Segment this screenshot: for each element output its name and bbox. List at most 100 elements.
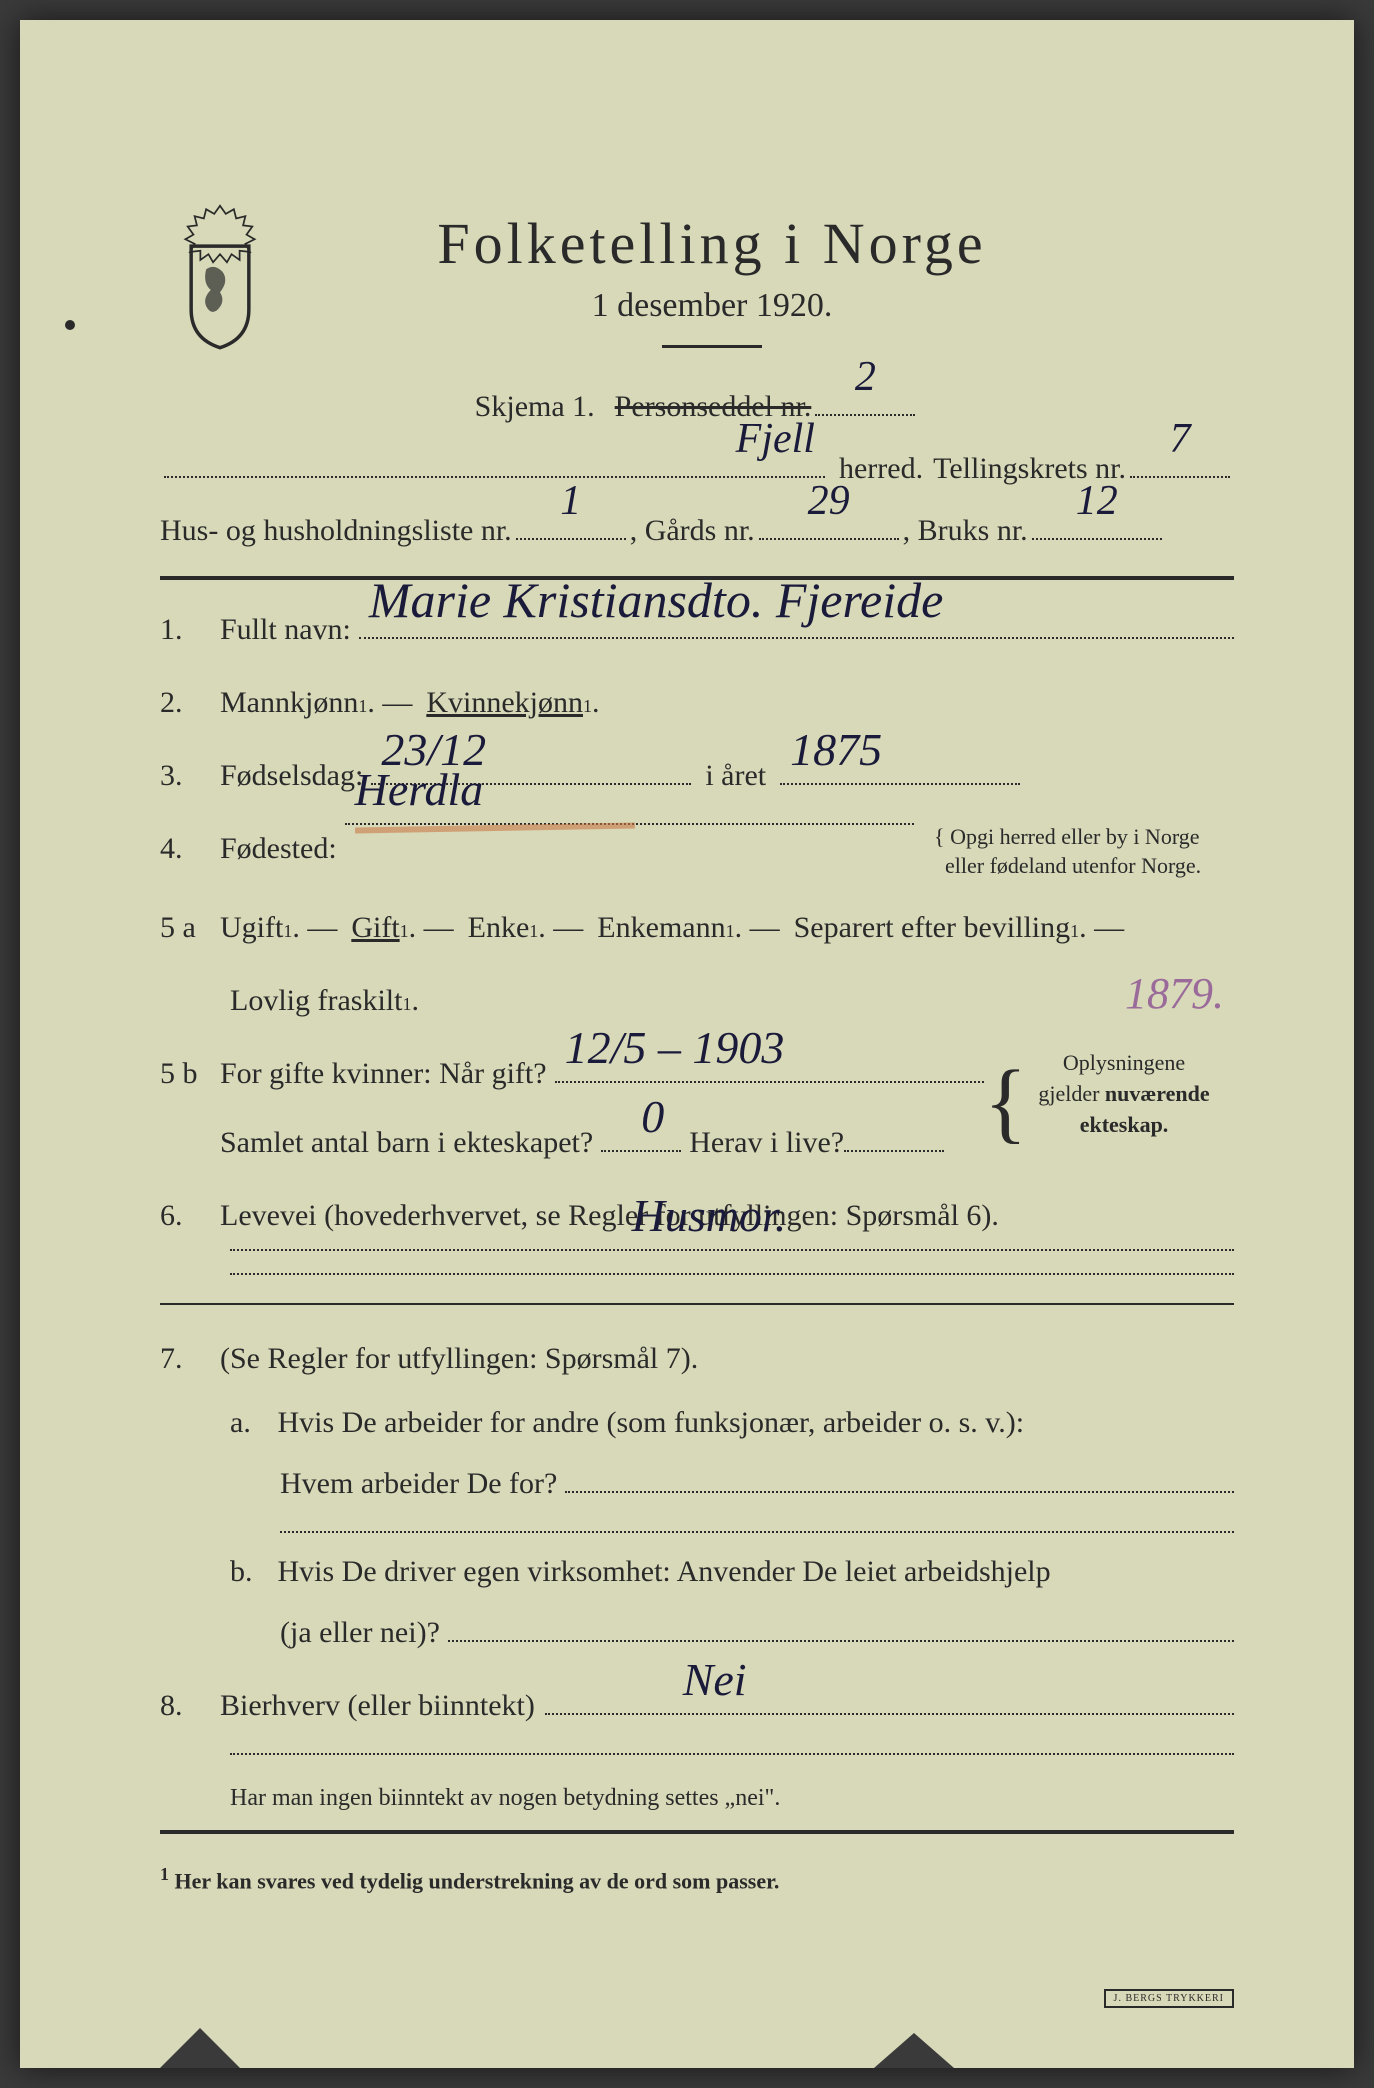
q7a-blank [565,1491,1234,1493]
q4-row: 4. Fødested: Herdla { Opgi herred eller … [160,823,1234,880]
q7a-text1: Hvis De arbeider for andre (som funksjon… [278,1406,1025,1439]
q4-label: Fødested: [220,823,337,874]
q1-row: 1. Fullt navn: Marie Kristiansdto. Fjere… [160,604,1234,655]
bruks-blank: 12 [1032,538,1162,540]
q8-num: 8. [160,1680,220,1731]
q4-note-l1: Opgi herred eller by i Norge [950,824,1199,849]
q7-label: (Se Regler for utfyllingen: Spørsmål 7). [220,1333,698,1384]
gards-value: 29 [808,464,850,540]
q4-note: { Opgi herred eller by i Norge eller fød… [934,823,1234,880]
tellingskrets-value: 7 [1170,402,1191,478]
sup-3: 1 [529,916,538,947]
q3-row: 3. Fødselsdag: 23/12 i året 1875 [160,750,1234,801]
skjema-label: Skjema 1. [475,380,595,434]
q5a-enkemann: Enkemann [597,902,725,953]
dash-1: . — [292,902,337,953]
q7a-blank2-row [280,1531,1234,1533]
gards-label: , Gårds nr. [630,504,755,558]
q8-blank2-row [230,1753,1234,1755]
page-tear-right [874,2018,954,2068]
q7b-line2: (ja eller nei)? [280,1607,1234,1658]
q7b-text2: (ja eller nei)? [280,1607,440,1658]
q7-row: 7. (Se Regler for utfyllingen: Spørsmål … [160,1333,1234,1384]
q4-note-l2: eller fødeland utenfor Norge. [945,853,1201,878]
bruks-label: , Bruks nr. [903,504,1028,558]
title-block: Folketelling i Norge 1 desember 1920. [190,210,1234,376]
q5b-note-l2: gjelder gjelder nuværendenuværende [1038,1081,1209,1106]
q2-num: 2. [160,677,220,728]
page-tear-left [160,2018,240,2068]
q7b: b. Hvis De driver egen virksomhet: Anven… [230,1555,1234,1589]
q6-num: 6. [160,1190,220,1241]
dash-5: . — [1079,902,1124,953]
q2-mann: Mannkjønn [220,677,358,728]
q5a-fraskilt: Lovlig fraskilt [230,975,402,1026]
light-rule-1 [160,1303,1234,1305]
q7a-text2: Hvem arbeider De for? [280,1458,557,1509]
q5b-when: 12/5 – 1903 [565,1009,785,1087]
dash-2: . — [409,902,454,953]
q1-num: 1. [160,604,220,655]
q5a-num: 5 a [160,902,220,953]
q7a-label: a. [230,1406,270,1440]
q5b-label: For gifte kvinner: Når gift? [220,1048,547,1099]
herred-label: herred. [839,442,923,496]
q5a-end: . [411,975,419,1026]
dash-4: . — [735,902,780,953]
sup-6: 1 [402,989,411,1020]
q7b-blank [448,1640,1234,1642]
q5a-enke: Enke [468,902,530,953]
q5b-note: Oplysningene gjelder gjelder nuværendenu… [1014,1048,1234,1140]
q1-blank: Marie Kristiansdto. Fjereide [359,637,1234,639]
personseddel-blank: 2 [815,414,915,416]
q5a-separert: Separert efter bevilling [794,902,1071,953]
q6-blank2-row [230,1273,1234,1275]
q2-sup1: 1 [358,691,367,722]
q5b-live-blank [844,1150,944,1152]
header: Folketelling i Norge 1 desember 1920. [160,210,1234,376]
q7a-line2: Hvem arbeider De for? [280,1458,1234,1509]
q5a-gift: Gift [351,902,399,953]
q5b-note-l3: ekteskap. [1080,1112,1169,1137]
q6-value: Husmor. [632,1177,787,1255]
q8-blank: Nei [545,1713,1234,1715]
dash-3: . — [538,902,583,953]
q8-row: 8. Bierhverv (eller biinntekt) Nei [160,1680,1234,1731]
q2-sup2: 1 [583,691,592,722]
personseddel-value: 2 [855,340,876,416]
footnote-top: Har man ingen biinntekt av nogen betydni… [230,1785,1234,1812]
q5a-ugift: Ugift [220,902,283,953]
q1-label: Fullt navn: [220,604,351,655]
skjema-line: Skjema 1. Personseddel nr. 2 [160,380,1234,434]
husliste-label: Hus- og husholdningsliste nr. [160,504,512,558]
fn-text: Her kan svares ved tydelig understreknin… [175,1869,780,1894]
husliste-value: 1 [560,464,581,540]
printer-mark: J. BERGS TRYKKERI [1104,1989,1234,2008]
herred-blank: Fjell [164,476,825,478]
husliste-line: Hus- og husholdningsliste nr. 1 , Gårds … [160,504,1234,558]
q4-blank: Herdla [345,823,914,825]
document-subtitle: 1 desember 1920. [190,287,1234,325]
q5a-row: 5 a Ugift1. — Gift1. — Enke1. — Enkemann… [160,902,1234,953]
tellingskrets-blank: 7 [1130,476,1230,478]
sup-5: 1 [1070,916,1079,947]
husliste-blank: 1 [516,538,626,540]
q7-num: 7. [160,1333,220,1384]
q5b-row: 5 b For gifte kvinner: Når gift? 12/5 – … [160,1048,1234,1168]
q6-blank2 [230,1273,1234,1275]
herred-line: Fjell herred. Tellingskrets nr. 7 [160,442,1234,496]
gards-blank: 29 [759,538,899,540]
bruks-value: 12 [1076,464,1118,540]
q6-value-row: Husmor. [230,1249,1234,1251]
census-form-page: Folketelling i Norge 1 desember 1920. Sk… [20,20,1354,2068]
q2-end: . [592,677,600,728]
footnote-bottom: 1 Her kan svares ved tydelig understrekn… [160,1864,1234,1894]
margin-annotation: 1879. [1125,968,1224,1019]
q5b-num: 5 b [160,1048,220,1099]
q3-year-label: i året [705,750,766,801]
q5b-when-blank: 12/5 – 1903 [555,1081,984,1083]
q5b-barn-label: Samlet antal barn i ekteskapet? [220,1117,593,1168]
q5b-barn: 0 [641,1078,664,1156]
sup-2: 1 [400,916,409,947]
sup-1: 1 [283,916,292,947]
